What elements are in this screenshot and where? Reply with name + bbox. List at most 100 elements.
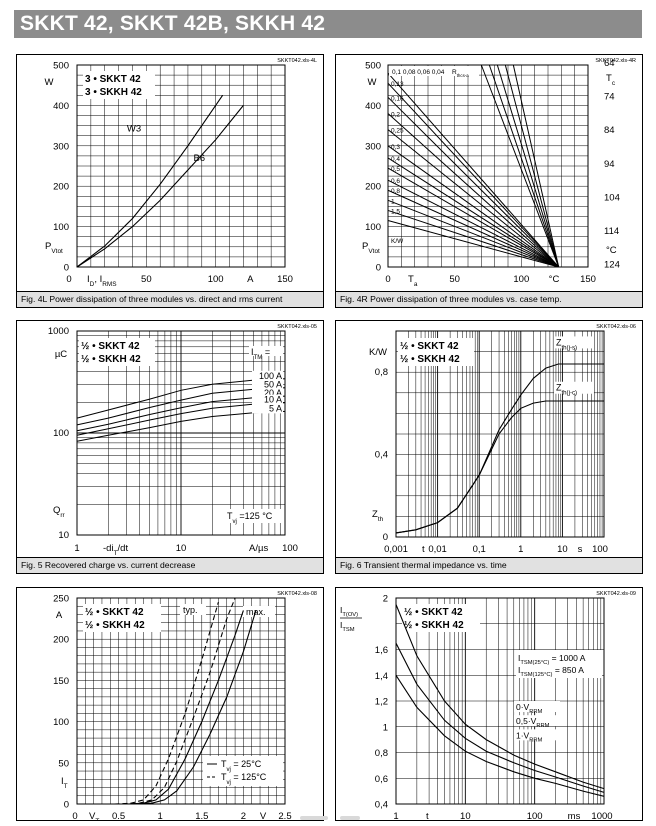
x-tick-label-8: 0: [72, 811, 77, 820]
y2-tick-label-4R: 94: [604, 159, 615, 170]
typ-bg-8: [180, 604, 206, 615]
x-unit-8: V: [260, 811, 267, 820]
series-line-0·VRRM: [395, 604, 605, 790]
y-tick-label-4L: 300: [53, 141, 69, 152]
y-unit-8: A: [56, 610, 63, 621]
typ-label-8: typ.: [183, 605, 198, 615]
x-tick-label-5: 10: [176, 543, 187, 554]
plot-frame-5: [76, 330, 286, 536]
x-unit-6: s: [578, 544, 583, 555]
rth-line: [488, 64, 560, 268]
chart-panel-5: SKKT042.xls-05 ½ • SKKT 42 ½ • SKKH 42 1000…: [16, 320, 324, 574]
chart-panel-4R: SKKT042.xls-4R 0 100 200 300 400 500 0 50 100 150 W…: [335, 54, 643, 308]
y-axis-label-6: Zth: [372, 509, 384, 523]
legend-header-5: ITM =: [251, 347, 270, 361]
cond-bg-5: [225, 509, 281, 523]
chart-title-9: ½ • SKKH 42: [404, 620, 464, 631]
rth-line: [387, 179, 559, 268]
file-stamp-4L: SKKT042.xls-4L: [277, 58, 317, 64]
plot-frame-6: [395, 330, 605, 538]
chart-9: SKKT042.xls-09 ½ • SKKT 42 ½ • SKKH 42 0,4 0…: [340, 591, 636, 820]
chart-4R: SKKT042.xls-4R 0 100 200 300 400 500 0 50 100 150 W…: [362, 58, 636, 288]
rth-line: [387, 145, 559, 268]
chart-4L: SKKT042.xls-4L 3 • SKKT 42 3 • SKKH 42 0 100…: [45, 58, 317, 288]
x-tick-label-4L: 100: [208, 274, 224, 285]
x-tick-label-4R: 150: [580, 274, 596, 285]
series-label-bg: [252, 403, 283, 414]
x-axis-label-6: t: [422, 544, 425, 555]
series-label-bg: [252, 388, 283, 399]
x-tick-label-8: 2: [241, 811, 246, 820]
x-unit-4L: A: [247, 274, 254, 285]
series-line-B6: [76, 105, 244, 268]
x-axis-label-8: VT: [89, 811, 99, 820]
rth-value-label-4R: 0,16: [391, 95, 404, 102]
x-tick-label-6: 100: [592, 544, 608, 555]
rth-line: [387, 129, 559, 268]
y-tick-label-9: 1,6: [375, 645, 388, 656]
chart-title-9: ½ • SKKT 42: [404, 607, 463, 618]
series-label-Z(th(j-s)): Zth(j-s): [556, 337, 577, 351]
series-label-1·VRRM: 1·VRRM: [516, 730, 543, 743]
y-tick-label-8: 200: [53, 635, 69, 646]
chart-panel-6: SKKT042.xls-06 ½ • SKKT 42 ½ • SKKH 42 0 0,4…: [335, 320, 643, 574]
caption-4L: Fig. 4L Power dissipation of three modul…: [17, 291, 323, 307]
x-tick-label-6: 0,1: [473, 544, 486, 555]
chart-title-8: ½ • SKKT 42: [85, 607, 144, 618]
itsm-label-9: ITSM(125°C) = 850 A: [518, 665, 584, 678]
y-tick-label-5: 100: [53, 428, 69, 439]
x-tick-label-8: 1: [158, 811, 163, 820]
chart-title-4L: 3 • SKKH 42: [85, 87, 142, 98]
rth-header-4R: 0,1 0,08 0,06 0,04: [392, 69, 445, 76]
x-unit-4R: °C: [549, 274, 560, 285]
rth-line: [387, 167, 559, 268]
x-tick-label-9: 100: [527, 811, 543, 820]
title-bg-5: [79, 338, 155, 366]
y2-tick-label-4R: 64: [604, 58, 615, 69]
chart-panel-8: SKKT042.xls-08 ½ • SKKT 42 ½ • SKKH 42 typ.…: [16, 587, 324, 821]
y-tick-label-4R: 300: [365, 141, 381, 152]
y-tick-label-6: 0,8: [375, 367, 388, 378]
rth-line: [504, 64, 560, 268]
caption-4R: Fig. 4R Power dissipation of three modul…: [336, 291, 642, 307]
plot-frame-4L: [76, 64, 286, 268]
y-axis-label-den-9: ITSM: [340, 620, 355, 633]
x-tick-label-8: 1.5: [195, 811, 208, 820]
x-tick-label-8: 0.5: [112, 811, 125, 820]
rth-value-label-4R: 0,6: [391, 178, 400, 185]
series-label-bg: [514, 715, 560, 727]
series-label-5 A: 5 A: [269, 403, 282, 413]
y-tick-label-4L: 400: [53, 101, 69, 112]
y2-tick-label-4R: 104: [604, 192, 620, 203]
x-unit-9: ms: [568, 811, 581, 820]
itsm-bg-9: [516, 650, 602, 678]
x-tick-label-4L: 50: [141, 274, 152, 285]
rth-line: [387, 157, 559, 268]
title-bg-9: [402, 604, 480, 632]
title-bg-8: [83, 604, 161, 632]
x-tick-label-6: 0,001: [384, 544, 408, 555]
series-line-0,5·VRRM: [395, 642, 605, 793]
y-tick-label-8: 150: [53, 676, 69, 687]
x-tick-label-5: 100: [282, 543, 298, 554]
y-axis-label-8: IT: [61, 776, 68, 790]
rth-line: [387, 96, 560, 268]
scroll-indicator[interactable]: [300, 816, 328, 820]
rth-line: [387, 220, 559, 268]
y-tick-label-4L: 100: [53, 222, 69, 233]
title-bg-6: [398, 338, 474, 366]
series-label-100 A: 100 A: [259, 371, 282, 381]
scroll-indicator-2[interactable]: [340, 816, 360, 820]
series-label-Z(th(j-c)): Zth(j-c): [556, 383, 577, 397]
series-label-B6: B6: [193, 153, 205, 164]
y-tick-label-9: 0,4: [375, 800, 388, 811]
y-tick-label-4L: 200: [53, 182, 69, 193]
series-label-0,5·VRRM: 0,5·VRRM: [516, 716, 550, 729]
rth-line: [512, 64, 560, 268]
rth-value-label-4R: 0,13: [391, 81, 404, 88]
file-stamp-4R: SKKT042.xls-4R: [595, 58, 636, 64]
chart-panel-9: SKKT042.xls-09 ½ • SKKT 42 ½ • SKKH 42 0,4 0…: [335, 587, 643, 821]
x-tick-label-6: 10: [557, 544, 568, 555]
series-label-bg: [553, 336, 594, 349]
rth-value-label-4R: 0,4: [391, 156, 400, 163]
